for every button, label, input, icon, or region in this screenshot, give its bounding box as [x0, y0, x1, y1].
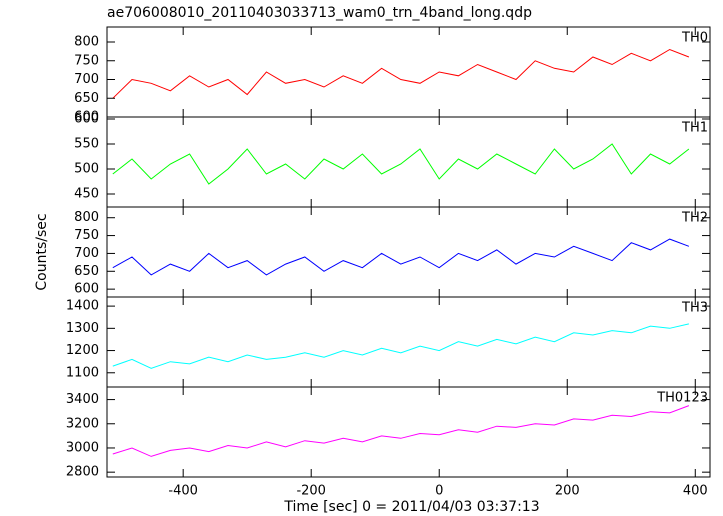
- data-line: [112, 48, 690, 99]
- panel-frame: [106, 116, 711, 208]
- panel-frame: [106, 296, 711, 388]
- y-tick-label: 1100: [66, 365, 99, 380]
- y-tick-label: 450: [74, 187, 99, 202]
- y-tick-label: 800: [74, 210, 99, 225]
- y-tick-label: 3000: [66, 440, 99, 455]
- y-tick-label: 650: [74, 91, 99, 106]
- x-tick-label: 400: [683, 484, 708, 499]
- y-tick-label: 750: [74, 53, 99, 68]
- x-tick-label: -400: [168, 484, 198, 499]
- y-axis-label: Counts/sec: [34, 213, 50, 290]
- y-tick-label: 700: [74, 72, 99, 87]
- data-line: [112, 238, 690, 276]
- y-tick-label: 650: [74, 264, 99, 279]
- panel-label: TH0: [681, 31, 708, 46]
- y-tick-label: 750: [74, 228, 99, 243]
- y-tick-label: 600: [74, 110, 99, 125]
- y-tick-label: 700: [74, 246, 99, 261]
- y-tick-label: 2800: [66, 465, 99, 480]
- chart-title: ae706008010_20110403033713_wam0_trn_4ban…: [107, 5, 532, 21]
- data-line: [112, 143, 690, 185]
- x-tick-label: -200: [296, 484, 326, 499]
- y-tick-label: 1200: [66, 343, 99, 358]
- x-axis-label: Time [sec] 0 = 2011/04/03 03:37:13: [283, 499, 539, 515]
- y-tick-label: 600: [74, 282, 99, 297]
- panel-label: TH0123: [656, 391, 708, 406]
- panel-label: TH3: [681, 301, 708, 316]
- y-tick-label: 3400: [66, 392, 99, 407]
- panel-frame: [106, 206, 711, 298]
- data-line: [112, 323, 690, 369]
- x-tick-label: 0: [435, 484, 443, 499]
- y-tick-label: 1400: [66, 299, 99, 314]
- y-tick-label: 3200: [66, 416, 99, 431]
- y-tick-label: 800: [74, 35, 99, 50]
- y-tick-label: 500: [74, 162, 99, 177]
- y-tick-label: 600: [74, 112, 99, 127]
- y-tick-label: 1300: [66, 321, 99, 336]
- data-line: [112, 405, 690, 457]
- panel-frame: [106, 26, 711, 118]
- panel-label: TH1: [681, 121, 708, 136]
- panel-frame: [106, 386, 711, 478]
- x-tick-label: 200: [555, 484, 580, 499]
- panel-label: TH2: [681, 211, 708, 226]
- y-tick-label: 550: [74, 137, 99, 152]
